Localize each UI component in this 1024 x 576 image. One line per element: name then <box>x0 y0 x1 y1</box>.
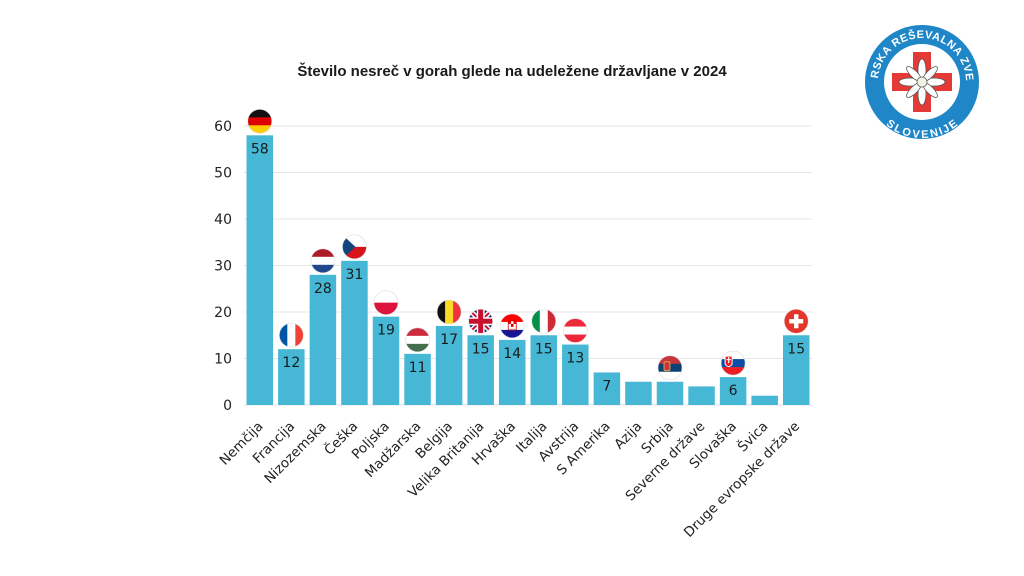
bars <box>246 135 810 406</box>
bar <box>467 335 494 405</box>
y-tick-label: 20 <box>214 305 232 321</box>
bar <box>719 377 747 405</box>
grzs-logo: GORSKA REŠEVALNA ZVEZA SLOVENIJE <box>863 23 981 141</box>
data-label: 28 <box>314 281 332 297</box>
bar <box>530 335 558 405</box>
france-flag <box>279 322 304 348</box>
data-label: 13 <box>566 351 584 367</box>
y-tick-label: 60 <box>214 119 232 135</box>
bar <box>782 335 810 405</box>
data-label: 19 <box>377 323 395 339</box>
data-label: 17 <box>440 332 458 348</box>
data-label: 58 <box>251 141 269 157</box>
netherlands-flag <box>310 248 336 274</box>
grid <box>244 125 812 406</box>
data-labels: 58 12 28 31 19 11 17 15 14 15 13 7 6 15 <box>251 141 805 399</box>
bar <box>593 372 621 405</box>
slovakia-flag <box>720 350 746 376</box>
data-label: 11 <box>409 360 427 376</box>
x-axis: NemčijaFrancijaNizozemskaČeškaPoljskaMad… <box>217 417 803 541</box>
data-label: 6 <box>729 383 738 399</box>
bar <box>751 395 778 405</box>
croatia-flag <box>499 313 525 339</box>
bar <box>246 135 274 406</box>
y-axis: 0 10 20 30 40 50 60 <box>214 119 232 414</box>
bar <box>341 260 368 405</box>
data-label: 14 <box>503 346 521 362</box>
bar <box>498 339 526 405</box>
bar <box>309 274 337 405</box>
chart-title: Število nesreč v gorah glede na udeležen… <box>297 62 727 80</box>
hungary-flag <box>405 327 430 353</box>
italy-flag <box>531 308 557 334</box>
data-label: 15 <box>472 341 490 357</box>
czechia-flag <box>342 234 367 260</box>
data-label: 7 <box>602 378 611 394</box>
y-tick-label: 40 <box>214 212 232 228</box>
bar <box>688 386 715 405</box>
bar <box>625 381 652 405</box>
y-tick-label: 0 <box>223 398 232 414</box>
edelweiss-icon <box>898 58 946 106</box>
y-tick-label: 30 <box>214 259 232 275</box>
bar <box>404 353 431 405</box>
belgium-flag <box>436 299 462 325</box>
germany-flag <box>247 109 273 134</box>
data-label: 12 <box>282 355 300 371</box>
data-label: 31 <box>346 267 364 283</box>
serbia-flag <box>657 355 683 381</box>
austria-flag <box>563 318 588 343</box>
y-tick-label: 10 <box>214 352 232 368</box>
poland-flag <box>373 290 399 315</box>
bar <box>656 381 684 405</box>
y-tick-label: 50 <box>214 166 232 182</box>
bar <box>435 325 463 405</box>
bar <box>372 316 400 405</box>
uk-flag <box>468 308 493 334</box>
switzerland-flag <box>783 308 809 334</box>
data-label: 15 <box>787 341 805 357</box>
bar <box>278 349 305 405</box>
data-label: 15 <box>535 341 553 357</box>
bar <box>562 344 589 405</box>
flags <box>247 109 809 381</box>
